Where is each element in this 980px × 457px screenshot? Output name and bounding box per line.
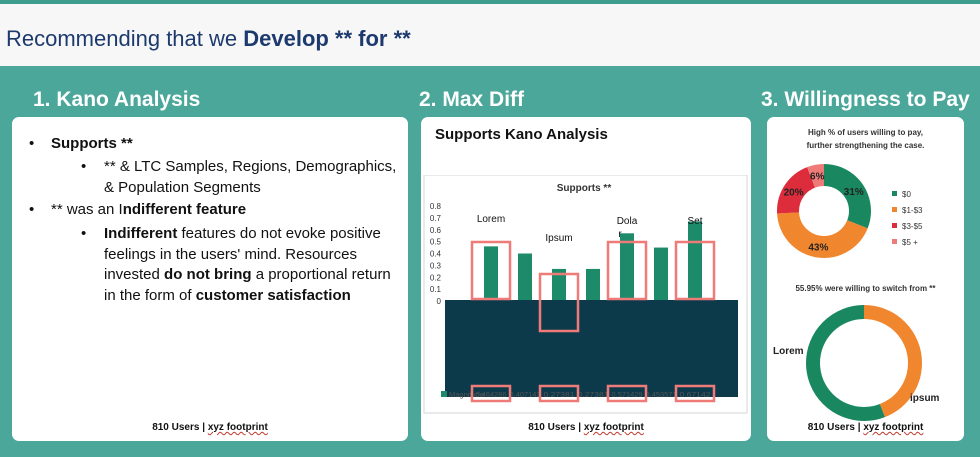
legend-swatch: [892, 207, 897, 212]
wtp-footer: 810 Users | xyz footprint: [767, 422, 964, 433]
slice-label: Lorem: [773, 346, 804, 357]
annotation-label: Ipsum: [545, 233, 572, 244]
wtp-donut-chart: 31% 43% 20% 6% $0 $1-$3 $3-$5 $5 +: [777, 164, 923, 258]
maxdiff-bar-chart: Supports ** 0 0.1 0.2 0.3 0.4 0.5 0.6 0.7 0.8 Ma…: [423, 175, 748, 414]
kano-subbullet-1: ** & LTC Samples, Regions, Demographics,…: [24, 157, 404, 198]
kano-footer-xyz: xyz footprint: [207, 422, 268, 433]
highlight-box-table: [470, 384, 512, 403]
maxdiff-footer: 810 Users | xyz footprint: [421, 422, 751, 433]
table-cell: 0.464286: [476, 390, 507, 399]
maxdiff-footer-xyz: xyz footprint: [583, 422, 644, 433]
legend-swatch: [892, 239, 897, 244]
y-tick-label: 0.7: [430, 214, 442, 223]
y-tick-label: 0.1: [430, 285, 442, 294]
table-cell: 0.453571: [646, 390, 677, 399]
donut-slice: [777, 164, 871, 258]
bar: [688, 221, 702, 301]
kano-sub2-bold-3: customer satisfaction: [195, 286, 351, 304]
highlight-box-table: [606, 384, 648, 403]
annotation-label: Set: [687, 216, 702, 227]
wtp-card: High % of users willing to pay, further …: [767, 117, 964, 441]
highlight-box: [538, 272, 580, 333]
bar: [620, 233, 634, 301]
legend-swatch: [892, 191, 897, 196]
wtp-note-2: 55.95% were willing to switch from **: [795, 284, 936, 293]
kano-bullet-2: ** was an Indifferent feature: [24, 200, 404, 220]
annotation-label: Dola r: [617, 216, 638, 240]
slice-label: 20%: [784, 188, 804, 199]
annotation-label: Lorem: [477, 214, 505, 225]
kano-bullet-1-text: Supports **: [51, 135, 133, 152]
section-title-maxdiff: 2. Max Diff: [419, 88, 525, 111]
y-tick-label: 0.2: [430, 273, 442, 282]
legend-label: $3-$5: [902, 222, 923, 231]
donut-slice: [777, 164, 871, 258]
bar: [654, 247, 668, 301]
y-tick-label: 0: [437, 297, 442, 306]
maxdiff-card-title: Supports Kano Analysis: [435, 126, 608, 143]
y-tick-label: 0.8: [430, 202, 442, 211]
donut-slice: [806, 305, 922, 421]
table-cell: 0.67142: [680, 390, 711, 399]
top-accent-bar: [0, 0, 980, 4]
wtp-footer-users: 810 Users |: [807, 422, 864, 433]
wtp-note-1-line-1: High % of users willing to pay,: [808, 128, 923, 137]
legend-swatch: [892, 223, 897, 228]
section-title-wtp: 3. Willingness to Pay: [761, 88, 970, 111]
section-title-kano: 1. Kano Analysis: [33, 88, 201, 111]
kano-sub2-text-2: a proportional return in the form of: [104, 266, 391, 304]
highlight-box: [674, 240, 716, 301]
donut-slice: [777, 164, 871, 258]
slice-label: ipsum: [910, 393, 940, 404]
switch-donut-chart: Lorem ipsum: [773, 305, 940, 421]
kano-sub2-bold-1: Indifferent: [104, 225, 178, 242]
legend-label: $1-$3: [902, 206, 923, 215]
wtp-note-1-line-2: further strengthening the case.: [806, 141, 925, 150]
kano-bullet-2-text: ** was an I: [51, 201, 123, 218]
bar: [484, 246, 498, 301]
table-row-label: Magnitude: [449, 390, 484, 399]
kano-bullet-list: Supports ** ** & LTC Samples, Regions, D…: [24, 134, 404, 306]
wtp-note-1: High % of users willing to pay, further …: [767, 126, 964, 152]
slice-label: 6%: [810, 172, 825, 183]
highlight-box: [470, 240, 512, 301]
page-header: Recommending that we Develop ** for **: [0, 4, 980, 66]
table-legend-swatch: [441, 391, 447, 397]
y-tick-label: 0.5: [430, 238, 442, 247]
kano-sub2-bold-2: do not bring: [164, 266, 252, 283]
kano-footer-users: 810 Users |: [152, 422, 208, 433]
bar: [552, 268, 566, 301]
kano-subbullet-2: Indifferent features do not evoke positi…: [24, 224, 404, 306]
chart-title: Supports **: [557, 183, 612, 194]
highlight-box-table: [674, 384, 716, 403]
chart-overlay-block: [445, 300, 738, 397]
kano-footer: 810 Users | xyz footprint: [12, 422, 408, 433]
kano-subbullet-1-text: ** & LTC Samples, Regions, Demographics,…: [104, 158, 397, 196]
kano-bullet-1: Supports **: [24, 134, 404, 154]
highlight-box: [606, 240, 648, 301]
kano-sub2-text-1: features do not evoke positive feelings …: [104, 225, 381, 283]
slice-label: 31%: [844, 187, 864, 198]
y-tick-label: 0.6: [430, 226, 442, 235]
wtp-footer-xyz: xyz footprint: [863, 422, 924, 433]
y-tick-label: 0.4: [430, 250, 442, 259]
maxdiff-footer-users: 810 Users |: [528, 422, 584, 433]
y-tick-label: 0.3: [430, 261, 442, 270]
table-cell: 0.27381: [544, 390, 575, 399]
bar: [518, 253, 532, 301]
maxdiff-card: Supports Kano Analysis Supports ** 0 0.1 0…: [421, 117, 751, 441]
slice-label: 43%: [808, 243, 828, 254]
table-cell: 0.27381: [578, 390, 609, 399]
highlight-box-table: [538, 384, 580, 403]
bar: [586, 268, 600, 301]
page-title-text: Recommending that we: [6, 26, 244, 51]
legend-label: $0: [902, 190, 911, 199]
page-title-bold: Develop ** for **: [243, 26, 411, 51]
table-cell: 0.407143: [510, 390, 541, 399]
table-cell: 0.571429: [612, 390, 643, 399]
kano-bullet-2-bold: ndifferent feature: [122, 201, 247, 218]
page-title: Recommending that we Develop ** for **: [6, 26, 411, 52]
kano-card: Supports ** ** & LTC Samples, Regions, D…: [12, 117, 408, 441]
legend-label: $5 +: [902, 238, 918, 247]
